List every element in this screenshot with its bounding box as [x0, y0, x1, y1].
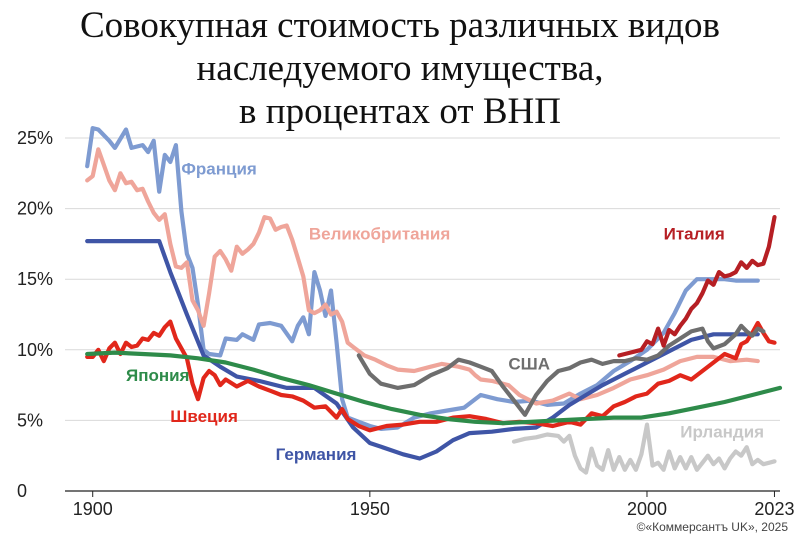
- series-label-5: США: [508, 355, 550, 374]
- copyright-credit: ©«Коммерсантъ UK», 2025: [636, 520, 788, 534]
- series-line-6: [617, 215, 777, 358]
- series-label-0: Франция: [181, 160, 256, 179]
- x-tick-label: 1900: [73, 499, 113, 519]
- series-line-2: [85, 239, 760, 461]
- series-lines: [85, 126, 783, 475]
- y-tick-label: 0: [17, 481, 27, 501]
- y-tick-label: 20%: [17, 199, 53, 219]
- series-line-1: [85, 147, 760, 406]
- series-labels: Франция Великобритания Германия Швеция Япони…: [126, 160, 764, 464]
- y-tick-label: 25%: [17, 128, 53, 148]
- title-line-2: наследуемого имущества,: [196, 48, 604, 89]
- series-label-3: Швеция: [170, 407, 238, 426]
- series-line-4: [85, 350, 783, 426]
- y-tick-label: 10%: [17, 340, 53, 360]
- series-label-2: Германия: [276, 445, 357, 464]
- series-line-7: [511, 422, 777, 475]
- x-tick-label: 2023: [754, 499, 794, 519]
- y-tick-label: 15%: [17, 269, 53, 289]
- title-line-1: Совокупная стоимость различных видов: [80, 5, 720, 46]
- y-tick-label: 5%: [17, 410, 43, 430]
- series-label-1: Великобритания: [309, 225, 450, 244]
- chart-title: Совокупная стоимость различных видов нас…: [0, 4, 800, 133]
- series-line-5: [356, 323, 766, 417]
- x-tick-label: 2000: [627, 499, 667, 519]
- axes: 0 5% 10% 15% 20% 25% 1900 1950 2000 2023: [17, 128, 794, 519]
- x-tick-label: 1950: [350, 499, 390, 519]
- series-label-7: Ирландия: [680, 422, 764, 441]
- title-line-3: в процентах от ВНП: [239, 91, 561, 132]
- series-label-4: Япония: [126, 366, 190, 385]
- series-line-0: [85, 126, 760, 431]
- series-label-6: Италия: [664, 225, 725, 244]
- series-line-3: [85, 319, 777, 433]
